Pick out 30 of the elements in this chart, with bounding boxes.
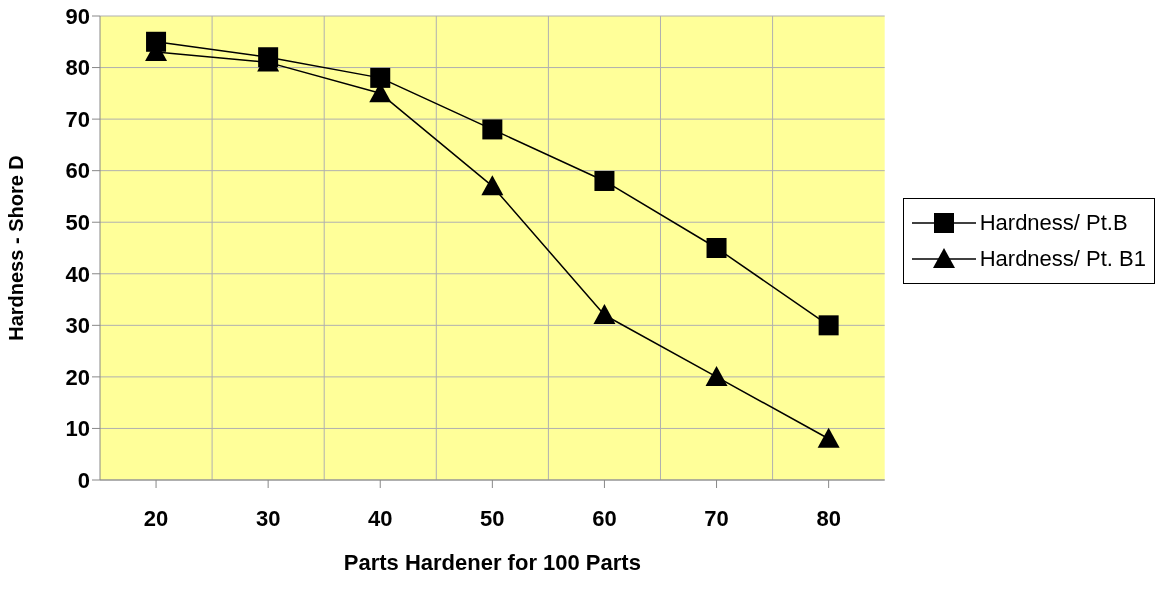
point xyxy=(482,119,503,140)
y-tick-label: 10 xyxy=(65,416,90,442)
y-tick-label: 70 xyxy=(65,106,90,132)
x-tick-label: 60 xyxy=(592,505,617,531)
y-tick-label: 80 xyxy=(65,55,90,81)
x-axis-title: Parts Hardener for 100 Parts xyxy=(343,550,641,575)
y-tick-label: 20 xyxy=(65,364,90,390)
point xyxy=(818,315,839,336)
y-tick-label: 50 xyxy=(65,210,90,236)
point xyxy=(817,427,840,448)
x-tick-label: 30 xyxy=(255,505,281,531)
point xyxy=(705,365,728,386)
point xyxy=(370,67,391,88)
point xyxy=(593,304,616,325)
x-tick-label: 40 xyxy=(368,505,393,531)
x-tick-label: 20 xyxy=(143,505,169,531)
x-tick-label: 80 xyxy=(816,505,841,531)
x-tick-label: 70 xyxy=(704,505,729,531)
y-tick-label: 30 xyxy=(65,313,90,339)
point xyxy=(481,175,504,196)
point xyxy=(594,170,615,191)
legend-label: Hardness/ Pt.B xyxy=(979,210,1128,236)
point xyxy=(706,238,727,258)
legend-label: Hardness/ Pt. B1 xyxy=(979,246,1146,272)
x-tick-label: 50 xyxy=(480,505,505,531)
y-tick-label: 40 xyxy=(65,261,90,287)
y-axis-title: Hardness - Shore D xyxy=(5,155,28,341)
y-tick-label: 0 xyxy=(77,467,90,493)
y-tick-label: 60 xyxy=(65,158,90,184)
y-tick-label: 90 xyxy=(65,3,90,29)
